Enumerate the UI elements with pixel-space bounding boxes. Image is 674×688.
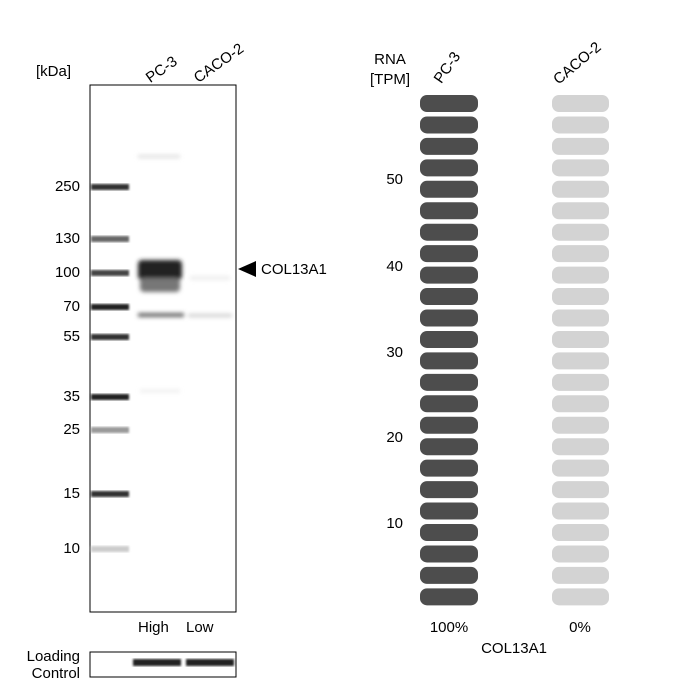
pill [552, 588, 609, 606]
rna-ticks: 50 40 30 20 10 [386, 171, 403, 532]
blot-bands [138, 155, 232, 392]
pill [420, 395, 478, 413]
pill [552, 438, 609, 456]
lane-level: Low [186, 619, 214, 636]
marker-label: 70 [63, 298, 80, 315]
pill [420, 288, 478, 306]
rna-lane-label: PC-3 [431, 49, 465, 87]
pill [552, 288, 609, 306]
marker-band [91, 334, 129, 340]
pill [420, 566, 478, 584]
pill [420, 416, 478, 434]
marker-band [91, 394, 129, 400]
rna-percentage: 0% [569, 619, 591, 636]
pill [420, 438, 478, 456]
marker-label: 250 [55, 178, 80, 195]
pill [420, 459, 478, 477]
pill [420, 180, 478, 198]
marker-label: 100 [55, 264, 80, 281]
marker-band [91, 304, 129, 310]
pill [420, 137, 478, 155]
pill [420, 373, 478, 391]
pill [420, 545, 478, 563]
pill [552, 309, 609, 327]
pill [420, 588, 478, 606]
marker-band [91, 184, 129, 190]
rna-tick-label: 40 [386, 258, 403, 275]
pill [420, 202, 478, 220]
rna-lane-label: CACO-2 [550, 39, 604, 88]
loading-label: Control [32, 665, 80, 682]
pill [420, 309, 478, 327]
lane-label: PC-3 [143, 53, 181, 87]
pill [420, 95, 478, 112]
pill [552, 95, 609, 112]
rna-axis-title: [TPM] [370, 71, 410, 88]
ladder [91, 184, 129, 552]
marker-label: 35 [63, 388, 80, 405]
pill [420, 502, 478, 520]
pill [420, 330, 478, 348]
pill [552, 223, 609, 241]
marker-label: 15 [63, 485, 80, 502]
pill [552, 545, 609, 563]
marker-label: 55 [63, 328, 80, 345]
pill [552, 395, 609, 413]
pill [552, 266, 609, 284]
pill [552, 352, 609, 370]
pill [552, 416, 609, 434]
pill [552, 481, 609, 499]
pill [552, 202, 609, 220]
marker-label: 130 [55, 230, 80, 247]
rna-tick-label: 20 [386, 429, 403, 446]
rna-gene: COL13A1 [481, 640, 547, 657]
target-label: COL13A1 [261, 261, 327, 278]
pill [420, 524, 478, 541]
target-arrow [238, 261, 256, 277]
pill [552, 180, 609, 198]
blot-frame [89, 84, 237, 613]
loading-label: Loading [27, 648, 80, 665]
pill [420, 245, 478, 263]
pill [552, 524, 609, 541]
rna-tick-label: 30 [386, 344, 403, 361]
rna-pills [420, 95, 609, 606]
loading-bands [133, 659, 234, 666]
pill [420, 481, 478, 499]
marker-band [91, 427, 129, 433]
marker-band [91, 491, 129, 497]
pill [552, 245, 609, 263]
pill [552, 116, 609, 134]
unit-label: [kDa] [36, 63, 71, 80]
pill [552, 159, 609, 177]
rna-percentage: 100% [430, 619, 468, 636]
pill [420, 116, 478, 134]
lane-level: High [138, 619, 169, 636]
rna-tick-label: 10 [386, 515, 403, 532]
pill [420, 352, 478, 370]
marker-band [91, 270, 129, 276]
pill [420, 159, 478, 177]
pill [552, 137, 609, 155]
pill [552, 566, 609, 584]
pill [420, 223, 478, 241]
pill [552, 502, 609, 520]
marker-band [91, 236, 129, 242]
pill [552, 459, 609, 477]
marker-band [91, 546, 129, 552]
lane-label: CACO-2 [191, 40, 247, 86]
marker-label: 10 [63, 540, 80, 557]
pill [552, 373, 609, 391]
pill [420, 266, 478, 284]
marker-label: 25 [63, 421, 80, 438]
rna-axis-title: RNA [374, 51, 406, 68]
rna-tick-label: 50 [386, 171, 403, 188]
pill [552, 330, 609, 348]
